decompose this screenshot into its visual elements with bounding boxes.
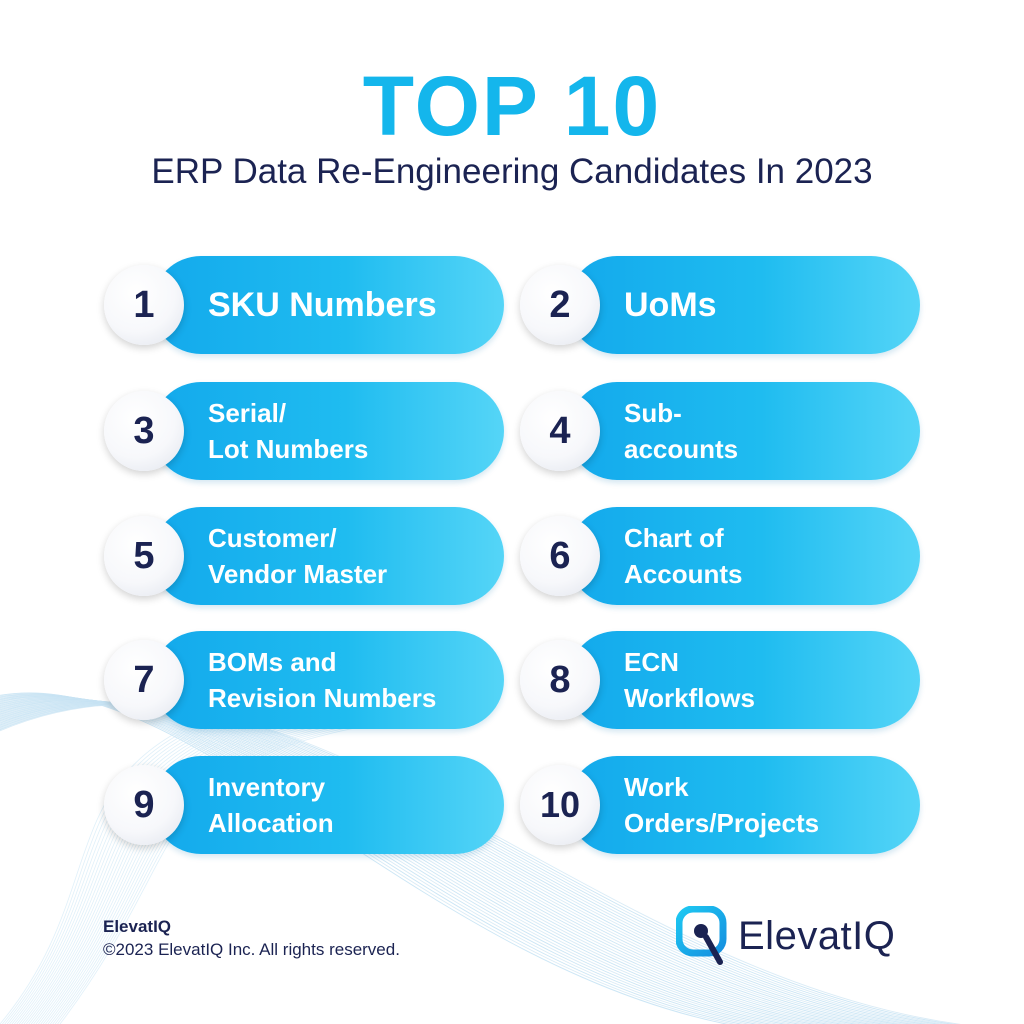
item-label: Chart of Accounts bbox=[624, 507, 900, 605]
item-label-line2: Lot Numbers bbox=[208, 434, 369, 464]
footer-copyright: ©2023 ElevatIQ Inc. All rights reserved. bbox=[103, 940, 400, 959]
list-item: 7 BOMs and Revision Numbers bbox=[104, 631, 504, 729]
background-wave-line bbox=[0, 703, 962, 1024]
list-item: 2 UoMs bbox=[520, 256, 920, 354]
list-item: 9 Inventory Allocation bbox=[104, 756, 504, 854]
item-label-line1: UoMs bbox=[624, 286, 717, 324]
item-pill bbox=[152, 756, 504, 854]
item-label: BOMs and Revision Numbers bbox=[208, 631, 484, 729]
item-label-line1: Work bbox=[624, 772, 689, 802]
background-wave-line bbox=[0, 701, 894, 1024]
item-label-line1: ECN bbox=[624, 647, 679, 677]
item-label-line2: Accounts bbox=[624, 559, 743, 589]
item-label-line1: Chart of bbox=[624, 523, 724, 553]
item-label-line1: BOMs and bbox=[208, 647, 337, 677]
item-label-line2: accounts bbox=[624, 434, 739, 464]
list-item: 1 SKU Numbers bbox=[104, 256, 504, 354]
background-wave-line bbox=[4, 701, 272, 1024]
item-pill bbox=[152, 507, 504, 605]
item-label-line1: Customer/ bbox=[208, 523, 337, 553]
background-wave-line bbox=[0, 698, 830, 1024]
item-label-line2: Vendor Master bbox=[208, 559, 388, 589]
item-number: 6 bbox=[520, 516, 600, 596]
item-label: UoMs bbox=[624, 256, 900, 354]
item-label-line1: Inventory bbox=[208, 772, 326, 802]
item-label-line2: Revision Numbers bbox=[208, 683, 437, 713]
background-wave-line bbox=[16, 705, 300, 1024]
item-label: Customer/ Vendor Master bbox=[208, 507, 484, 605]
list-item: 5 Customer/ Vendor Master bbox=[104, 507, 504, 605]
page-title: TOP 10 bbox=[362, 59, 662, 153]
background-wave-line bbox=[0, 693, 736, 1024]
item-pill bbox=[568, 382, 920, 480]
background-wave-line bbox=[0, 702, 908, 1024]
item-pill bbox=[568, 256, 920, 354]
item-pill bbox=[152, 256, 504, 354]
item-pill bbox=[568, 507, 920, 605]
footer-brand: ElevatIQ bbox=[103, 917, 172, 936]
background-wave-line bbox=[0, 701, 880, 1024]
item-label: SKU Numbers bbox=[208, 256, 484, 354]
item-number: 8 bbox=[520, 640, 600, 720]
item-number: 3 bbox=[104, 391, 184, 471]
item-label: Work Orders/Projects bbox=[624, 756, 900, 854]
elevatiq-logo: ElevatIQ bbox=[676, 906, 895, 966]
item-label: Serial/ Lot Numbers bbox=[208, 382, 484, 480]
background-wave-line bbox=[0, 693, 743, 1024]
elevatiq-q-icon bbox=[676, 906, 727, 965]
item-number: 1 bbox=[104, 265, 184, 345]
item-pill bbox=[152, 382, 504, 480]
item-number: 10 bbox=[520, 765, 600, 845]
item-pill bbox=[152, 631, 504, 729]
background-wave-line bbox=[0, 702, 915, 1024]
list-item: 10 Work Orders/Projects bbox=[520, 756, 920, 854]
item-label: ECN Workflows bbox=[624, 631, 900, 729]
logo-text: ElevatIQ bbox=[738, 913, 896, 958]
item-number: 7 bbox=[104, 640, 184, 720]
item-label-line1: SKU Numbers bbox=[208, 286, 437, 324]
list-item: 4 Sub- accounts bbox=[520, 382, 920, 480]
item-pill bbox=[568, 756, 920, 854]
item-label-line2: Workflows bbox=[624, 683, 755, 713]
item-label: Inventory Allocation bbox=[208, 756, 484, 854]
item-number: 9 bbox=[104, 765, 184, 845]
item-pill bbox=[568, 631, 920, 729]
background-wave-line bbox=[0, 697, 809, 1024]
background-wave-line bbox=[0, 703, 942, 1024]
item-number: 5 bbox=[104, 516, 184, 596]
item-number: 4 bbox=[520, 391, 600, 471]
item-label: Sub- accounts bbox=[624, 382, 900, 480]
list-item: 3 Serial/ Lot Numbers bbox=[104, 382, 504, 480]
item-label-line2: Orders/Projects bbox=[624, 808, 820, 838]
background-wave-line bbox=[2, 700, 266, 1024]
item-label-line1: Serial/ bbox=[208, 398, 287, 428]
list-item: 8 ECN Workflows bbox=[520, 631, 920, 729]
background-wave-line bbox=[0, 699, 261, 1024]
background-wave-line bbox=[9, 702, 283, 1024]
item-number: 2 bbox=[520, 265, 600, 345]
item-label-line2: Allocation bbox=[208, 808, 334, 838]
list-item: 6 Chart of Accounts bbox=[520, 507, 920, 605]
item-label-line1: Sub- bbox=[624, 398, 682, 428]
page-subtitle: ERP Data Re-Engineering Candidates In 20… bbox=[151, 152, 873, 191]
background-wave-line bbox=[6, 702, 277, 1024]
